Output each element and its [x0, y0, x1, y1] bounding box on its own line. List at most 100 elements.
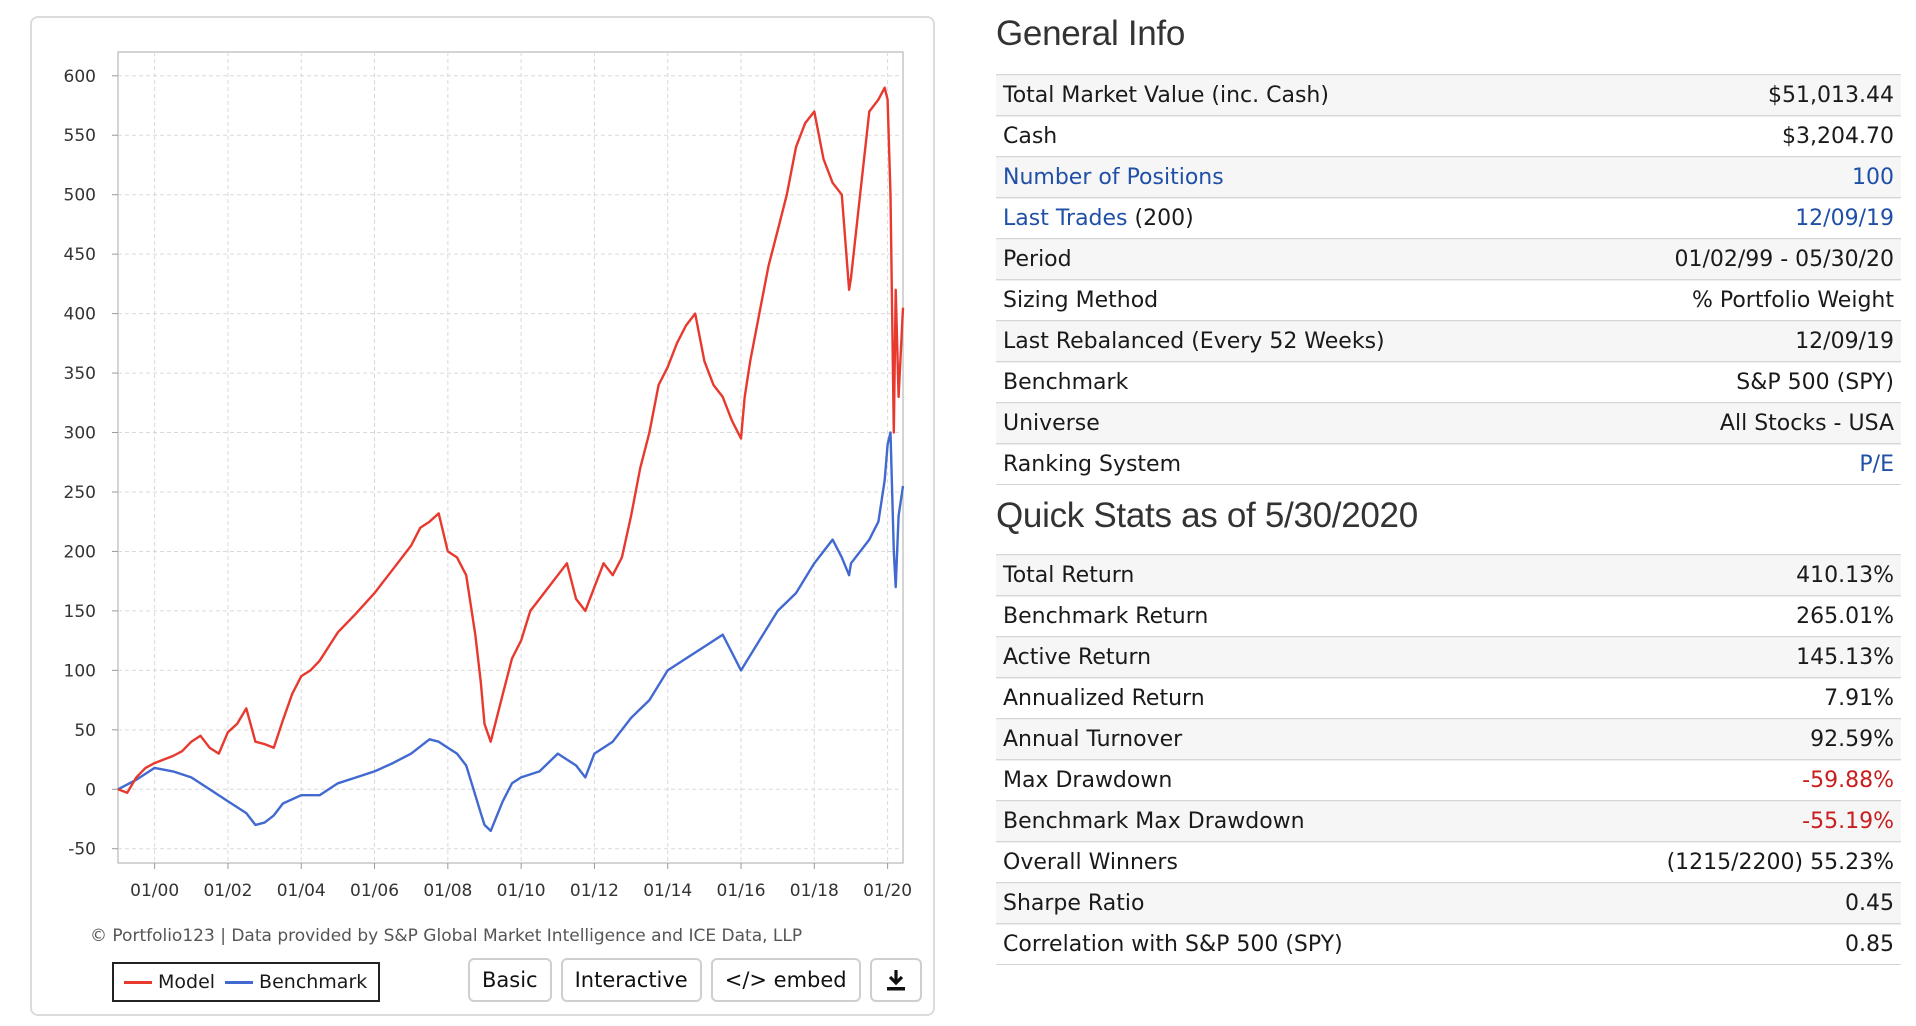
row-value: % Portfolio Weight — [1691, 288, 1894, 313]
row-value: 145.13% — [1796, 645, 1894, 670]
row-value: 410.13% — [1796, 563, 1894, 588]
y-tick-label: 250 — [64, 483, 96, 503]
info-row-number-of-positions: Number of Positions 100 — [996, 157, 1901, 198]
y-tick-label: 450 — [64, 245, 96, 265]
chart-panel: -50 0 50 100 150 200 250 300 350 400 450 500 550 600 0… — [30, 16, 935, 1016]
row-label: Sizing Method — [1003, 288, 1159, 313]
quick-stats-title: Quick Stats as of 5/30/2020 — [996, 496, 1418, 535]
row-label: Correlation with S&P 500 (SPY) — [1003, 932, 1343, 957]
series-line-model — [117, 86, 905, 794]
interactive-button[interactable]: Interactive — [560, 958, 702, 1002]
y-tick-label: 50 — [74, 721, 96, 741]
last-trades-link[interactable]: Last Trades — [1003, 206, 1128, 231]
stats-row-annualized-return: Annualized Return 7.91% — [996, 678, 1901, 719]
legend-item-benchmark[interactable]: Benchmark — [225, 971, 367, 993]
row-label: Max Drawdown — [1003, 768, 1173, 793]
stats-row-max-drawdown: Max Drawdown -59.88% — [996, 760, 1901, 801]
x-tick-label: 01/04 — [277, 881, 326, 901]
info-row-cash: Cash $3,204.70 — [996, 116, 1901, 157]
chart-legend: Model Benchmark — [112, 962, 380, 1002]
row-label: Benchmark — [1003, 370, 1129, 395]
row-value: $3,204.70 — [1782, 124, 1894, 149]
row-value: S&P 500 (SPY) — [1736, 370, 1894, 395]
stats-row-benchmark-max-drawdown: Benchmark Max Drawdown -55.19% — [996, 801, 1901, 842]
row-value: 92.59% — [1810, 727, 1894, 752]
row-label: Cash — [1003, 124, 1058, 149]
embed-button[interactable]: </> embed — [710, 958, 861, 1002]
y-tick-label: 600 — [64, 67, 96, 87]
y-tick-label: -50 — [68, 840, 96, 860]
row-label: Active Return — [1003, 645, 1152, 670]
legend-label-model: Model — [158, 971, 216, 993]
performance-chart[interactable]: -50 0 50 100 150 200 250 300 350 400 450 500 550 600 0… — [32, 18, 937, 918]
last-trades-date-link[interactable]: 12/09/19 — [1795, 206, 1894, 231]
y-tick-label: 200 — [64, 542, 96, 562]
row-value: 265.01% — [1796, 604, 1894, 629]
y-tick-label: 350 — [64, 364, 96, 384]
info-row-ranking-system: Ranking System P/E — [996, 444, 1901, 485]
row-label: Sharpe Ratio — [1003, 891, 1145, 916]
info-row-universe: Universe All Stocks - USA — [996, 403, 1901, 444]
row-label: Total Market Value (inc. Cash) — [1003, 83, 1329, 108]
row-label: Annual Turnover — [1003, 727, 1183, 752]
row-value-negative: -55.19% — [1802, 809, 1894, 834]
row-label: Total Return — [1003, 563, 1135, 588]
row-value: $51,013.44 — [1768, 83, 1894, 108]
row-value: 7.91% — [1824, 686, 1894, 711]
row-label: Annualized Return — [1003, 686, 1205, 711]
number-of-positions-value-link[interactable]: 100 — [1852, 165, 1894, 190]
y-tick-label: 300 — [64, 424, 96, 444]
legend-item-model[interactable]: Model — [124, 971, 215, 993]
row-value-negative: -59.88% — [1802, 768, 1894, 793]
info-row-last-trades: Last Trades (200) 12/09/19 — [996, 198, 1901, 239]
x-tick-label: 01/14 — [643, 881, 692, 901]
chart-attribution: © Portfolio123 | Data provided by S&P Gl… — [90, 926, 803, 946]
info-row-period: Period 01/02/99 - 05/30/20 — [996, 239, 1901, 280]
y-tick-label: 0 — [85, 780, 96, 800]
x-tick-label: 01/16 — [717, 881, 766, 901]
series-line-benchmark — [117, 431, 905, 833]
row-label: Period — [1003, 247, 1072, 272]
benchmark-swatch — [225, 980, 254, 984]
stats-row-correlation: Correlation with S&P 500 (SPY) 0.85 — [996, 924, 1901, 965]
row-label: Benchmark Return — [1003, 604, 1209, 629]
number-of-positions-link[interactable]: Number of Positions — [1003, 165, 1224, 190]
last-trades-count: (200) — [1127, 206, 1194, 231]
x-tick-label: 01/08 — [423, 881, 472, 901]
y-tick-label: 400 — [64, 305, 96, 325]
x-tick-label: 01/02 — [203, 881, 252, 901]
row-value: All Stocks - USA — [1719, 411, 1894, 436]
download-button[interactable] — [869, 958, 922, 1002]
x-tick-label: 01/06 — [350, 881, 399, 901]
row-label: Overall Winners — [1003, 850, 1178, 875]
row-label: Universe — [1003, 411, 1100, 436]
legend-label-benchmark: Benchmark — [259, 971, 368, 993]
general-info-title: General Info — [996, 14, 1186, 53]
row-value: 12/09/19 — [1795, 329, 1894, 354]
x-tick-label: 01/18 — [790, 881, 839, 901]
stats-row-active-return: Active Return 145.13% — [996, 637, 1901, 678]
general-info-table: Total Market Value (inc. Cash) $51,013.4… — [996, 74, 1901, 485]
row-label: Ranking System — [1003, 452, 1182, 477]
info-row-benchmark: Benchmark S&P 500 (SPY) — [996, 362, 1901, 403]
model-swatch — [124, 980, 152, 984]
basic-button[interactable]: Basic — [468, 958, 552, 1002]
info-row-total-market-value: Total Market Value (inc. Cash) $51,013.4… — [996, 75, 1901, 116]
download-icon — [886, 970, 905, 991]
stats-row-total-return: Total Return 410.13% — [996, 555, 1901, 596]
quick-stats-table: Total Return 410.13% Benchmark Return 26… — [996, 554, 1901, 965]
stats-row-overall-winners: Overall Winners (1215/2200) 55.23% — [996, 842, 1901, 883]
row-value: 01/02/99 - 05/30/20 — [1674, 247, 1894, 272]
row-label: Last Rebalanced (Every 52 Weeks) — [1003, 329, 1385, 354]
row-value: (1215/2200) 55.23% — [1666, 850, 1894, 875]
y-tick-label: 100 — [64, 661, 96, 681]
y-tick-label: 150 — [64, 602, 96, 622]
info-row-sizing-method: Sizing Method % Portfolio Weight — [996, 280, 1901, 321]
plot-area — [117, 51, 904, 864]
chart-button-row: Basic Interactive </> embed — [468, 958, 922, 1002]
y-tick-label: 500 — [64, 186, 96, 206]
stats-row-annual-turnover: Annual Turnover 92.59% — [996, 719, 1901, 760]
ranking-system-link[interactable]: P/E — [1859, 452, 1894, 477]
stats-row-sharpe-ratio: Sharpe Ratio 0.45 — [996, 883, 1901, 924]
row-value: 0.45 — [1845, 891, 1894, 916]
